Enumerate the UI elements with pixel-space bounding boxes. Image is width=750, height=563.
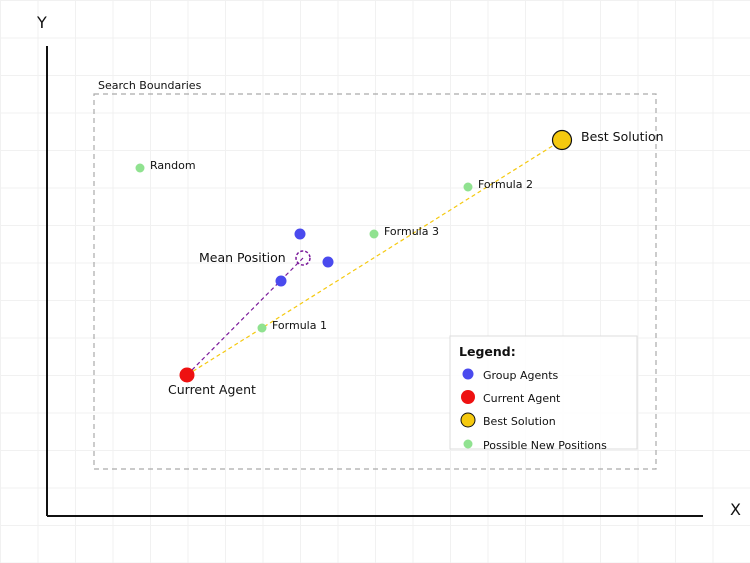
random-position-label: Random: [150, 159, 196, 172]
group-agent-point: [294, 228, 306, 240]
legend: Legend: Group Agents Current Agent Best …: [449, 335, 638, 452]
legend-label-current-agent: Current Agent: [483, 392, 561, 405]
random-position-point: [135, 163, 145, 173]
formula-2-point: [463, 182, 473, 192]
group-agent-point: [322, 256, 334, 268]
formula-2-label: Formula 2: [478, 178, 533, 191]
best-solution-label: Best Solution: [581, 129, 664, 144]
best-solution-point: [551, 129, 573, 151]
mean-position-path: [186, 257, 304, 376]
mean-position-label: Mean Position: [199, 250, 286, 265]
formula-3-label: Formula 3: [384, 225, 439, 238]
current-agent-label: Current Agent: [168, 382, 256, 397]
legend-swatch-current-agent: [461, 390, 475, 404]
formula-3-point: [369, 229, 379, 239]
search-boundaries-box: [93, 93, 657, 470]
legend-label-possible-positions: Possible New Positions: [483, 439, 607, 452]
group-agent-point: [275, 275, 287, 287]
search-boundaries-label: Search Boundaries: [98, 79, 202, 92]
legend-title: Legend:: [459, 344, 516, 359]
mean-position-marker: [295, 250, 311, 266]
legend-swatch-possible-positions: [463, 439, 473, 449]
legend-swatch-best-solution: [460, 412, 476, 428]
x-axis-label: X: [730, 500, 741, 519]
legend-label-group-agents: Group Agents: [483, 369, 559, 382]
y-axis-label: Y: [36, 13, 47, 32]
formula-1-point: [257, 323, 267, 333]
best-solution-path: [186, 139, 563, 376]
formula-1-label: Formula 1: [272, 319, 327, 332]
current-agent-point: [179, 367, 195, 383]
legend-swatch-group-agents: [462, 368, 474, 380]
legend-box: [449, 335, 638, 450]
legend-label-best-solution: Best Solution: [483, 415, 556, 428]
